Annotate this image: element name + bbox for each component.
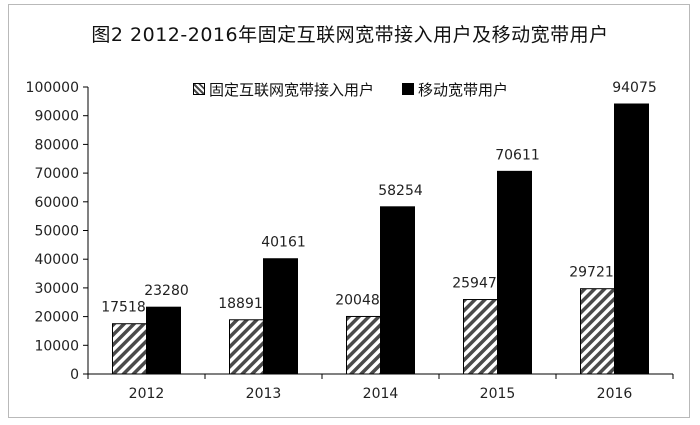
data-label-fixed-broadband: 18891: [218, 296, 263, 312]
legend-swatch-hatched: [193, 83, 205, 95]
y-tick-label: 0: [70, 367, 79, 383]
bar-mobile-broadband: [263, 258, 298, 375]
data-label-mobile-broadband: 94075: [612, 80, 657, 96]
legend-item-mobile-broadband: 移动宽带用户: [402, 79, 508, 100]
bars: [112, 103, 649, 375]
data-label-mobile-broadband: 58254: [378, 183, 423, 199]
x-tick-label: 2012: [129, 386, 165, 402]
y-tick-label: 10000: [34, 338, 79, 354]
x-tick-label: 2013: [246, 386, 282, 402]
y-tick-label: 90000: [34, 109, 79, 125]
bar-fixed-broadband: [580, 288, 615, 375]
data-label-fixed-broadband: 29721: [569, 265, 614, 281]
legend-label-mobile-broadband: 移动宽带用户: [418, 80, 509, 99]
bar-fixed-broadband: [112, 323, 147, 375]
data-label-mobile-broadband: 23280: [144, 283, 189, 299]
y-tick-label: 20000: [34, 310, 79, 326]
y-tick-label: 100000: [26, 80, 79, 96]
bar-fixed-broadband: [463, 299, 498, 375]
data-label-mobile-broadband: 40161: [261, 235, 306, 251]
legend-label-fixed-broadband: 固定互联网宽带接入用户: [209, 80, 375, 99]
legend-swatch-solid: [402, 83, 415, 95]
chart-title: 图2 2012-2016年固定互联网宽带接入用户及移动宽带用户: [91, 24, 609, 46]
y-tick-label: 80000: [34, 137, 79, 153]
data-label-fixed-broadband: 17518: [101, 300, 146, 316]
bar-fixed-broadband: [346, 315, 381, 375]
bar-mobile-broadband: [497, 170, 532, 375]
y-tick-label: 70000: [34, 166, 79, 182]
x-tick-label: 2015: [480, 386, 516, 402]
x-tick-label: 2014: [363, 386, 399, 402]
data-label-mobile-broadband: 70611: [495, 147, 540, 163]
data-label-fixed-broadband: 20048: [335, 292, 380, 308]
bar-mobile-broadband: [380, 206, 415, 375]
bar-mobile-broadband: [614, 103, 649, 375]
legend: 固定互联网宽带接入用户 移动宽带用户: [193, 78, 536, 100]
bar-mobile-broadband: [146, 306, 181, 375]
axes: 0 10000 20000 30000 40000 50000 60000 70000 8000…: [26, 80, 674, 402]
x-tick-label: 2016: [597, 386, 633, 402]
data-label-fixed-broadband: 25947: [452, 276, 497, 292]
y-tick-label: 50000: [34, 224, 79, 240]
y-tick-label: 40000: [34, 252, 79, 268]
y-tick-label: 30000: [34, 281, 79, 297]
legend-item-fixed-broadband: 固定互联网宽带接入用户: [193, 79, 374, 100]
bar-fixed-broadband: [229, 319, 264, 375]
y-tick-label: 60000: [34, 195, 79, 211]
